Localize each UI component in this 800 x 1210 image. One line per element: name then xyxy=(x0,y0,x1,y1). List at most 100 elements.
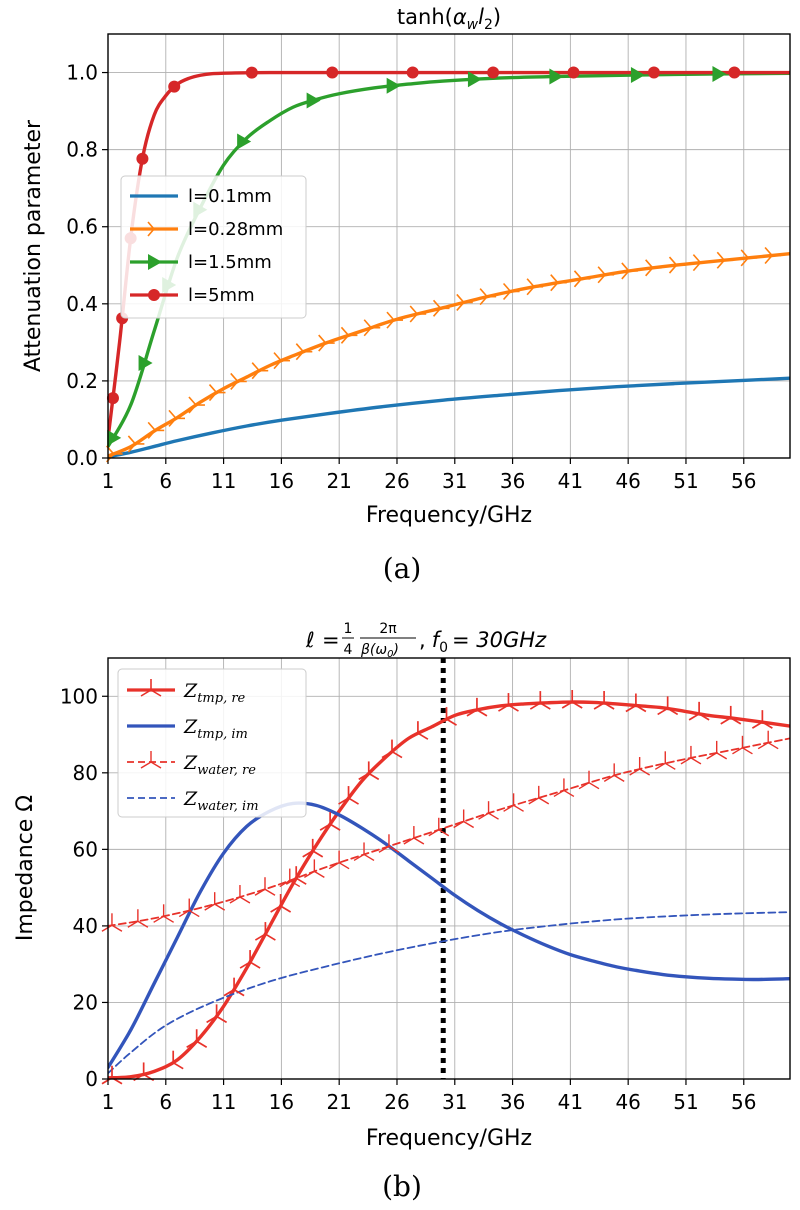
x-tick-label: 56 xyxy=(731,469,756,493)
data-point-2 xyxy=(478,801,499,820)
data-point-2 xyxy=(680,745,702,765)
data-point-0 xyxy=(206,1004,228,1024)
data-point-2 xyxy=(386,77,401,94)
data-point-1 xyxy=(188,396,205,414)
data-point-2 xyxy=(153,904,175,923)
legend-label-zwater-re: Zwater, re xyxy=(183,752,256,778)
panel-b-legend-box xyxy=(117,668,307,818)
y-tick-label: 100 xyxy=(60,684,98,708)
x-tick-label: 26 xyxy=(384,1090,409,1114)
panel-b-frame xyxy=(107,657,791,1080)
data-point-1 xyxy=(550,274,567,292)
data-point-0 xyxy=(338,786,359,805)
legend-label-zwater-im: Zwater, im xyxy=(183,788,259,814)
x-tick-label: 6 xyxy=(159,1090,172,1114)
data-point-2 xyxy=(303,859,325,878)
legend-label-l01: l=0.1mm xyxy=(188,186,272,207)
data-point-0 xyxy=(162,1050,184,1070)
x-tick-label: 41 xyxy=(558,469,583,493)
data-point-1 xyxy=(168,409,185,427)
panel-b-title: ℓ = 1 4 2π β(ω0) , f0 = 30GHz xyxy=(305,621,547,660)
panel-a-ylabel: Attenuation parameter xyxy=(21,119,46,372)
title-frac2-den: β(ω0) xyxy=(360,642,399,660)
data-point-2 xyxy=(629,757,651,776)
data-point-1 xyxy=(456,293,473,311)
y-tick-label: 0 xyxy=(85,1067,98,1091)
series-line-1 xyxy=(108,801,790,1070)
data-point-2 xyxy=(654,751,676,770)
legend-label-l15: l=1.5mm xyxy=(188,252,272,273)
legend-entry-zwater-im: Zwater, im xyxy=(127,788,259,814)
y-tick-label: 60 xyxy=(73,837,98,861)
data-point-0 xyxy=(254,922,276,941)
series-line-1 xyxy=(108,252,790,458)
data-point-2 xyxy=(353,842,375,862)
data-point-0 xyxy=(223,977,245,997)
y-tick-label: 20 xyxy=(73,990,98,1014)
data-point-0 xyxy=(381,739,403,759)
data-point-1 xyxy=(251,362,269,380)
panel-a-legend-box xyxy=(120,175,307,319)
legend-entry-ztmp-re: Ztmp, re xyxy=(127,679,246,706)
x-tick-label: 46 xyxy=(615,1090,640,1114)
data-point-0 xyxy=(593,690,615,710)
data-point-2 xyxy=(503,793,524,812)
legend-label-ztmp-im: Ztmp, im xyxy=(183,716,248,742)
data-point-2 xyxy=(403,826,425,845)
panel-b: ℓ = 1 4 2π β(ω0) , f0 = 30GHz 1 6 11 16 21 26 31… xyxy=(13,621,791,1203)
data-point-2 xyxy=(254,877,276,896)
y-tick-label: 0.0 xyxy=(66,446,98,470)
legend-entry-l5: l=5mm xyxy=(130,285,255,306)
legend-entry-l028: l=0.28mm xyxy=(130,219,283,240)
data-point-1 xyxy=(318,334,335,352)
data-point-1 xyxy=(295,343,313,361)
data-point-2 xyxy=(757,730,779,750)
legend-marker-zwater-re xyxy=(140,751,162,769)
data-point-2 xyxy=(237,133,252,150)
data-point-0 xyxy=(657,696,679,716)
x-tick-label: 41 xyxy=(558,1090,583,1114)
data-point-2 xyxy=(178,898,200,918)
data-point-3 xyxy=(106,392,119,405)
data-point-0 xyxy=(625,693,647,713)
x-tick-label: 21 xyxy=(326,1090,351,1114)
data-point-0 xyxy=(302,838,324,858)
data-point-0 xyxy=(358,761,380,781)
data-point-2 xyxy=(428,817,450,837)
data-point-0 xyxy=(101,1065,123,1085)
data-point-1 xyxy=(764,246,782,265)
legend-marker-l15 xyxy=(148,254,162,270)
x-tick-label: 1 xyxy=(102,469,115,493)
panel-a-legend: l=0.1mm l=0.28mm l=1.5mm l=5mm xyxy=(120,175,307,319)
data-point-3 xyxy=(647,66,660,79)
x-tick-label: 1 xyxy=(102,1090,115,1114)
data-point-2 xyxy=(528,785,550,805)
data-point-1 xyxy=(363,319,381,337)
data-point-3 xyxy=(487,66,500,79)
y-tick-label: 1.0 xyxy=(66,61,98,85)
data-point-2 xyxy=(549,68,564,85)
data-point-3 xyxy=(245,66,258,79)
data-point-2 xyxy=(453,809,475,829)
title-rest: , f0 = 30GHz xyxy=(419,628,547,656)
y-tick-label: 40 xyxy=(73,914,98,938)
data-point-1 xyxy=(740,249,758,267)
legend-entry-zwater-re: Zwater, re xyxy=(127,751,256,778)
panel-a-title: tanh(αwl2) xyxy=(397,5,501,33)
panel-b-xlabel: Frequency/GHz xyxy=(366,1126,532,1151)
data-point-1 xyxy=(432,299,450,317)
legend-entry-l01: l=0.1mm xyxy=(130,186,272,207)
data-point-1 xyxy=(479,288,497,306)
data-point-0 xyxy=(720,705,742,725)
data-point-0 xyxy=(561,690,583,709)
data-point-2 xyxy=(553,778,575,798)
data-point-0 xyxy=(239,950,261,969)
x-tick-label: 51 xyxy=(673,1090,698,1114)
data-point-1 xyxy=(645,259,662,277)
legend-entry-ztmp-im: Ztmp, im xyxy=(127,716,248,742)
data-point-0 xyxy=(319,812,341,831)
data-point-2 xyxy=(306,92,321,109)
title-frac2-num: 2π xyxy=(379,621,397,637)
data-point-3 xyxy=(326,66,339,79)
x-tick-label: 16 xyxy=(269,1090,294,1114)
